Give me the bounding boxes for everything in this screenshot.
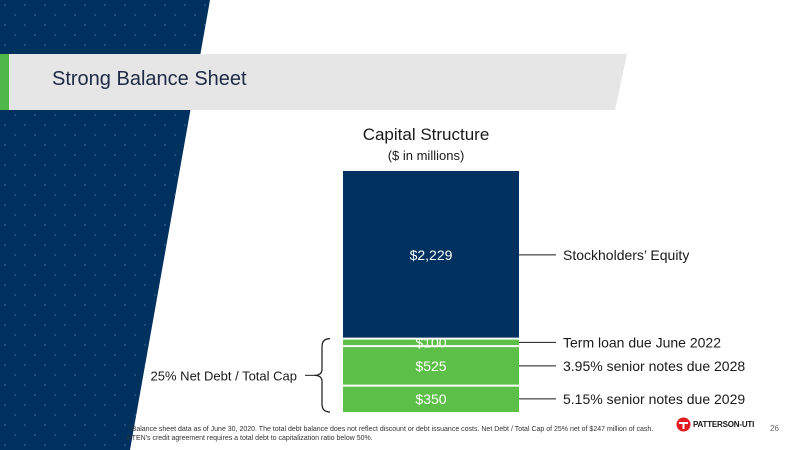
background-dot-pattern [0,0,210,450]
data-label-5-15-senior-notes-due-2029: $350 [415,391,446,407]
title-banner-accent [0,54,9,110]
logo-text: PATTERSON-UTI [693,420,755,429]
chart-title: Capital Structure [363,125,490,144]
series-label-3-95-senior-notes-due-2028: 3.95% senior notes due 2028 [563,358,745,374]
bar-segment-5-15-senior-notes-due-2029 [343,385,519,412]
series-label-5-15-senior-notes-due-2029: 5.15% senior notes due 2029 [563,391,745,407]
chart-subtitle: ($ in millions) [388,148,465,163]
company-logo: PATTERSON-UTI [676,417,754,432]
bar-segment-stockholders-equity [343,171,519,339]
page-number: 26 [770,424,779,433]
series-label-term-loan-due-june-2022: Term loan due June 2022 [563,334,721,350]
data-label-3-95-senior-notes-due-2028: $525 [415,358,446,374]
series-label-stockholders-equity: Stockholders’ Equity [563,247,689,263]
annotation-brace [313,338,331,413]
data-label-stockholders-equity: $2,229 [410,247,453,263]
footnote: * Balance sheet data as of June 30, 2020… [127,426,654,442]
title-banner-bar [0,54,627,110]
page-title: Strong Balance Sheet [52,68,247,90]
bar-segment-term-loan-due-june-2022 [343,338,519,347]
bar-segment-3-95-senior-notes-due-2028 [343,346,519,386]
annotation-net-debt-total-cap: 25% Net Debt / Total Cap [151,368,297,383]
logo-mark-icon [676,417,691,432]
